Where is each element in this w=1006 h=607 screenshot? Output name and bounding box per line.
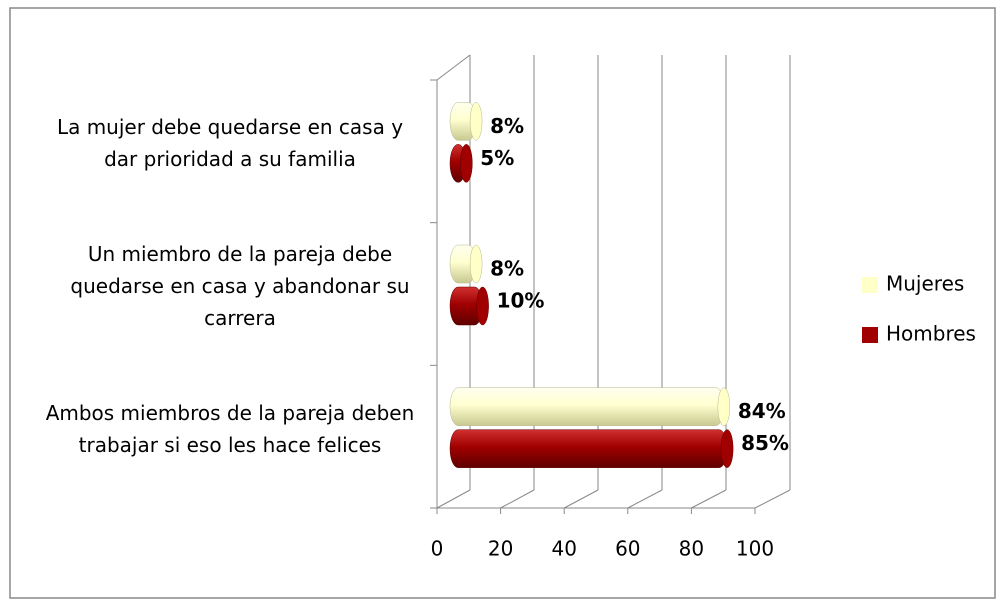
floor-grid-line (754, 489, 791, 509)
bar-cap (720, 429, 734, 468)
bar (449, 387, 725, 426)
value-label: 84% (738, 399, 786, 423)
legend-swatch (862, 327, 878, 343)
x-tick-label: 20 (488, 537, 513, 561)
legend-label: Mujeres (886, 272, 964, 296)
y-tick-label: Un miembro de la pareja debe quedarse en… (70, 242, 410, 330)
floor-grid-line (563, 489, 599, 509)
legend-label: Hombres (886, 322, 976, 346)
x-tick-label: 100 (736, 537, 774, 561)
floor-grid-line (436, 489, 471, 509)
value-label: 10% (497, 289, 545, 313)
legend-swatch (862, 277, 878, 293)
x-tick-label: 40 (551, 537, 576, 561)
floor-grid-line (691, 489, 727, 509)
y-tick-label: Ambos miembros de la pareja deben trabaj… (45, 400, 415, 457)
bar-cap (469, 102, 483, 141)
bar (449, 429, 728, 468)
value-label: 8% (490, 114, 524, 138)
value-label: 8% (490, 257, 524, 281)
floor-grid-line (500, 489, 535, 509)
value-label: 85% (741, 431, 789, 455)
left-wall-top (436, 54, 471, 81)
value-label: 5% (480, 146, 514, 170)
bar-cap (460, 144, 473, 183)
bar-cap (469, 244, 483, 284)
y-tick-label: La mujer debe quedarse en casa y dar pri… (56, 115, 404, 172)
bar-cap (717, 387, 731, 426)
x-tick-label: 60 (615, 537, 640, 561)
x-tick-label: 0 (431, 537, 444, 561)
floor-grid-line (627, 489, 663, 509)
x-tick-label: 80 (679, 537, 704, 561)
chart-frame (9, 7, 996, 599)
bar-cap (476, 286, 489, 326)
